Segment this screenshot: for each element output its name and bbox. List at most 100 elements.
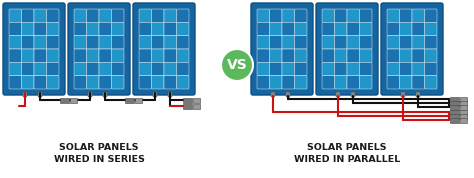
FancyBboxPatch shape [74,76,86,89]
FancyBboxPatch shape [282,49,294,62]
FancyBboxPatch shape [270,76,282,89]
FancyBboxPatch shape [86,36,99,49]
FancyBboxPatch shape [164,62,176,76]
FancyBboxPatch shape [9,22,21,36]
FancyBboxPatch shape [176,62,189,76]
FancyBboxPatch shape [152,49,164,62]
Bar [183,103,192,109]
FancyBboxPatch shape [282,76,294,89]
Bar [135,98,142,103]
FancyBboxPatch shape [322,22,335,36]
FancyBboxPatch shape [412,76,425,89]
Bar [460,117,467,122]
Bar [401,92,405,97]
FancyBboxPatch shape [99,22,111,36]
FancyBboxPatch shape [9,36,21,49]
FancyBboxPatch shape [21,49,34,62]
Bar [460,101,467,106]
FancyBboxPatch shape [294,62,307,76]
FancyBboxPatch shape [46,62,59,76]
FancyBboxPatch shape [387,62,400,76]
Bar [23,92,27,97]
FancyBboxPatch shape [322,9,335,22]
FancyBboxPatch shape [152,76,164,89]
FancyBboxPatch shape [425,36,437,49]
FancyBboxPatch shape [294,9,307,22]
Bar [460,114,467,119]
FancyBboxPatch shape [270,62,282,76]
FancyBboxPatch shape [294,22,307,36]
Bar [460,104,467,109]
FancyBboxPatch shape [86,49,99,62]
FancyBboxPatch shape [270,9,282,22]
FancyBboxPatch shape [46,49,59,62]
FancyBboxPatch shape [164,36,176,49]
Bar [286,92,290,97]
FancyBboxPatch shape [412,49,425,62]
FancyBboxPatch shape [139,49,152,62]
FancyBboxPatch shape [164,9,176,22]
FancyBboxPatch shape [111,36,124,49]
FancyBboxPatch shape [9,49,21,62]
FancyBboxPatch shape [359,9,372,22]
FancyBboxPatch shape [99,36,111,49]
Bar [450,96,459,101]
FancyBboxPatch shape [46,22,59,36]
FancyBboxPatch shape [257,36,270,49]
FancyBboxPatch shape [282,62,294,76]
FancyBboxPatch shape [387,49,400,62]
FancyBboxPatch shape [86,62,99,76]
FancyBboxPatch shape [152,9,164,22]
FancyBboxPatch shape [400,62,412,76]
FancyBboxPatch shape [359,76,372,89]
FancyBboxPatch shape [400,36,412,49]
FancyBboxPatch shape [176,76,189,89]
Bar [450,117,459,122]
FancyBboxPatch shape [139,36,152,49]
FancyBboxPatch shape [111,49,124,62]
FancyBboxPatch shape [257,9,270,22]
FancyBboxPatch shape [21,36,34,49]
FancyBboxPatch shape [34,9,46,22]
Bar [460,109,467,114]
FancyBboxPatch shape [294,36,307,49]
FancyBboxPatch shape [139,9,152,22]
Text: SOLAR PANELS: SOLAR PANELS [307,143,387,153]
FancyBboxPatch shape [86,76,99,89]
FancyBboxPatch shape [359,36,372,49]
FancyBboxPatch shape [74,49,86,62]
FancyBboxPatch shape [152,22,164,36]
FancyBboxPatch shape [257,62,270,76]
Bar [336,92,340,97]
FancyBboxPatch shape [111,62,124,76]
Bar [103,92,107,97]
FancyBboxPatch shape [164,76,176,89]
FancyBboxPatch shape [3,3,65,95]
FancyBboxPatch shape [335,76,347,89]
FancyBboxPatch shape [34,22,46,36]
FancyBboxPatch shape [257,49,270,62]
FancyBboxPatch shape [99,49,111,62]
FancyBboxPatch shape [387,9,400,22]
FancyBboxPatch shape [176,49,189,62]
FancyBboxPatch shape [257,76,270,89]
FancyBboxPatch shape [111,76,124,89]
FancyBboxPatch shape [257,22,270,36]
FancyBboxPatch shape [270,36,282,49]
FancyBboxPatch shape [21,76,34,89]
FancyBboxPatch shape [164,49,176,62]
FancyBboxPatch shape [86,22,99,36]
FancyBboxPatch shape [400,76,412,89]
Circle shape [221,49,253,81]
Bar [450,114,459,119]
FancyBboxPatch shape [412,9,425,22]
FancyBboxPatch shape [282,36,294,49]
FancyBboxPatch shape [335,22,347,36]
FancyBboxPatch shape [335,9,347,22]
Bar [193,98,200,103]
FancyBboxPatch shape [282,22,294,36]
FancyBboxPatch shape [335,62,347,76]
FancyBboxPatch shape [347,22,359,36]
FancyBboxPatch shape [251,3,313,95]
FancyBboxPatch shape [322,36,335,49]
